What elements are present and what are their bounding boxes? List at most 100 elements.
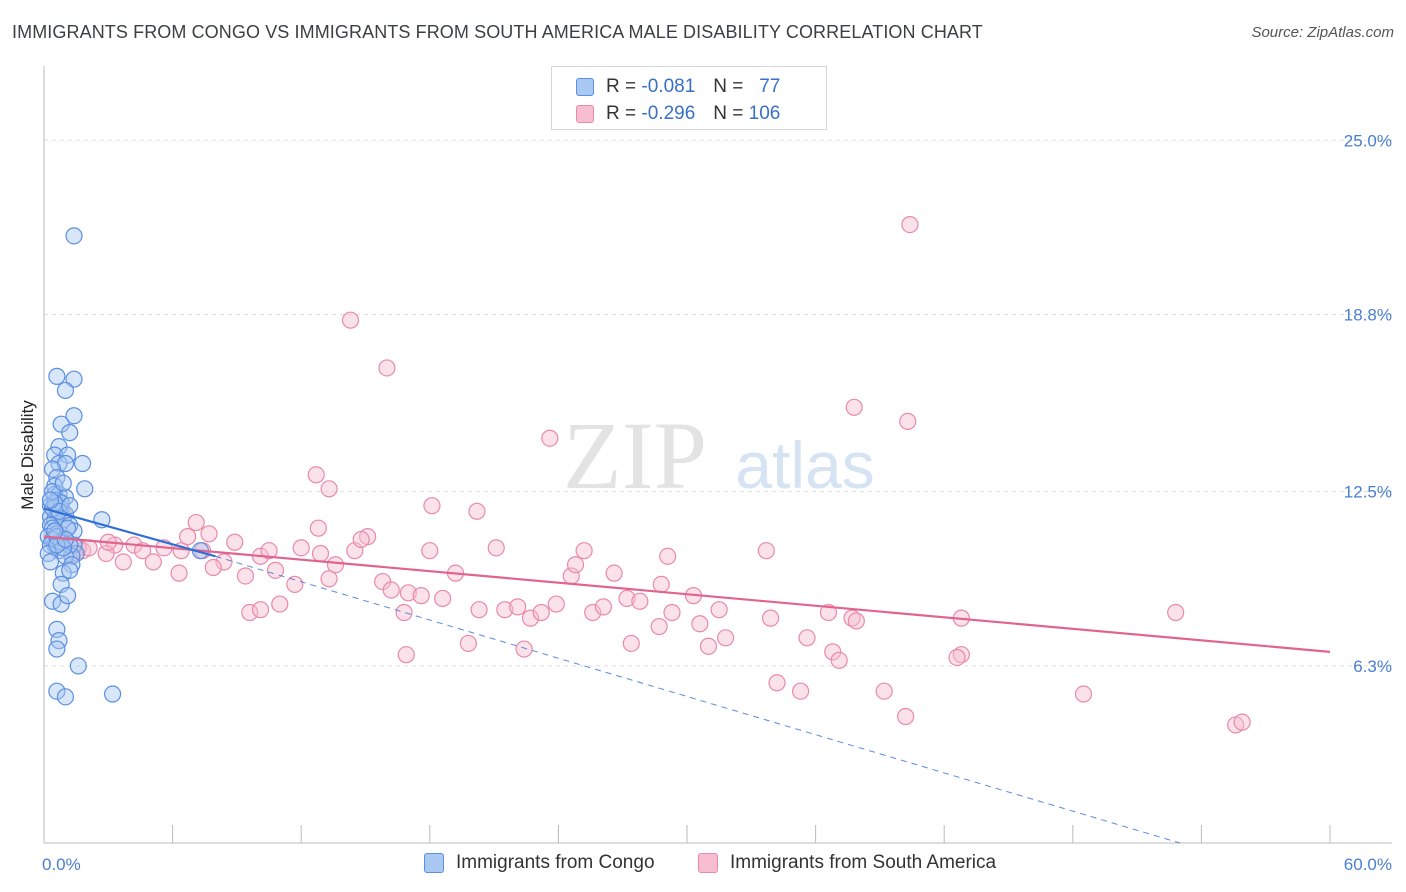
south-america-point (179, 528, 197, 546)
south-america-point (819, 603, 838, 622)
south-america-point (412, 587, 430, 605)
south-america-point (395, 603, 413, 622)
congo-point (41, 491, 60, 509)
south-america-point (487, 539, 505, 557)
south-america-point (1074, 685, 1093, 703)
y-tick-labels: 6.3% 12.5% 18.8% 25.0% (1344, 131, 1392, 676)
x-tick-label: 0.0% (42, 855, 81, 874)
south-america-point (382, 581, 400, 599)
south-america-point (204, 558, 222, 577)
legend-r-value: -0.296 (641, 103, 696, 124)
south-america-point (566, 556, 585, 574)
watermark-zip: ZIP (563, 402, 707, 509)
south-america-point (509, 598, 527, 616)
congo-point (46, 522, 64, 540)
congo-point (48, 640, 66, 658)
congo-point (69, 657, 87, 675)
congo-point (73, 454, 92, 473)
axes (43, 66, 1392, 844)
south-america-point (459, 634, 477, 653)
south-america-point (547, 595, 565, 613)
gridlines (44, 139, 1392, 667)
south-america-point (311, 544, 330, 563)
south-america-point (631, 592, 649, 610)
south-america-point (659, 547, 677, 565)
legend-n-value: 106 (748, 103, 781, 124)
south-america-point (791, 682, 810, 700)
south-america-point (496, 601, 514, 619)
x-tick-labels: 0.0% 60.0% (42, 855, 1392, 874)
congo-trend-extension (215, 555, 1181, 844)
legend-item-south-america[interactable]: Immigrants from South America (698, 852, 996, 874)
south-america-point (798, 629, 816, 647)
south-america-point (847, 612, 865, 630)
south-america-point (875, 682, 893, 700)
south-america-point (899, 412, 917, 430)
south-america-point (251, 601, 270, 619)
south-america-point (622, 634, 640, 653)
south-america-point (320, 480, 338, 498)
congo-point (61, 497, 79, 515)
legend-item-congo[interactable]: Immigrants from Congo (424, 852, 655, 874)
congo-point (56, 381, 75, 400)
south-america-points (52, 216, 1251, 734)
south-america-point (521, 609, 540, 627)
congo-points (39, 227, 210, 706)
congo-point (41, 553, 60, 571)
south-america-point (594, 598, 613, 616)
legend-n-value: 77 (759, 76, 781, 97)
south-america-point (470, 601, 488, 619)
south-america-point (845, 398, 863, 416)
south-america-legend-icon (698, 853, 718, 873)
south-america-point (260, 542, 278, 560)
south-america-point (226, 533, 244, 551)
series-legend: Immigrants from Congo Immigrants from So… (0, 852, 1406, 878)
trend-lines (43, 507, 1331, 844)
south-america-point (768, 674, 786, 692)
y-tick-label: 6.3% (1353, 657, 1392, 676)
south-america-point (618, 589, 636, 608)
south-america-point (897, 707, 915, 726)
congo-point (56, 688, 75, 706)
congo-point (54, 474, 72, 492)
south-america-point (397, 646, 415, 664)
south-america-point (1167, 603, 1185, 622)
legend-n-label: N = (713, 76, 744, 97)
south-america-point (200, 525, 218, 543)
south-america-point (187, 513, 205, 532)
y-tick-label: 12.5% (1344, 483, 1392, 502)
south-america-point (584, 603, 602, 622)
south-america-point (271, 595, 289, 613)
south-america-swatch-icon (576, 105, 594, 123)
south-america-trend-line (43, 535, 1331, 653)
congo-trend-line (43, 507, 216, 558)
south-america-point (423, 497, 441, 515)
south-america-point (652, 575, 670, 593)
south-america-point (286, 575, 304, 593)
south-america-point (691, 615, 709, 633)
legend-row-congo: R = -0.081 N = 77 (576, 75, 780, 99)
south-america-point (948, 648, 966, 667)
south-america-point (378, 359, 396, 377)
south-america-point (515, 640, 533, 658)
south-america-point (716, 629, 735, 647)
south-america-point (541, 429, 559, 447)
congo-point (61, 561, 79, 579)
south-america-point (341, 311, 360, 329)
south-america-point (1233, 713, 1251, 731)
watermark: ZIP atlas (563, 402, 875, 509)
x-axis-ticks (172, 825, 1331, 843)
y-tick-label: 25.0% (1344, 131, 1392, 150)
south-america-point (605, 564, 623, 582)
chart-source: Source: ZipAtlas.com (1251, 24, 1394, 41)
south-america-point (309, 519, 327, 537)
south-america-point (575, 542, 593, 560)
y-tick-label: 18.8% (1344, 306, 1392, 325)
congo-point (43, 460, 62, 478)
south-america-point (170, 564, 188, 582)
congo-point (76, 480, 94, 498)
south-america-point (434, 589, 452, 608)
south-america-point (399, 584, 417, 602)
south-america-point (761, 609, 780, 627)
